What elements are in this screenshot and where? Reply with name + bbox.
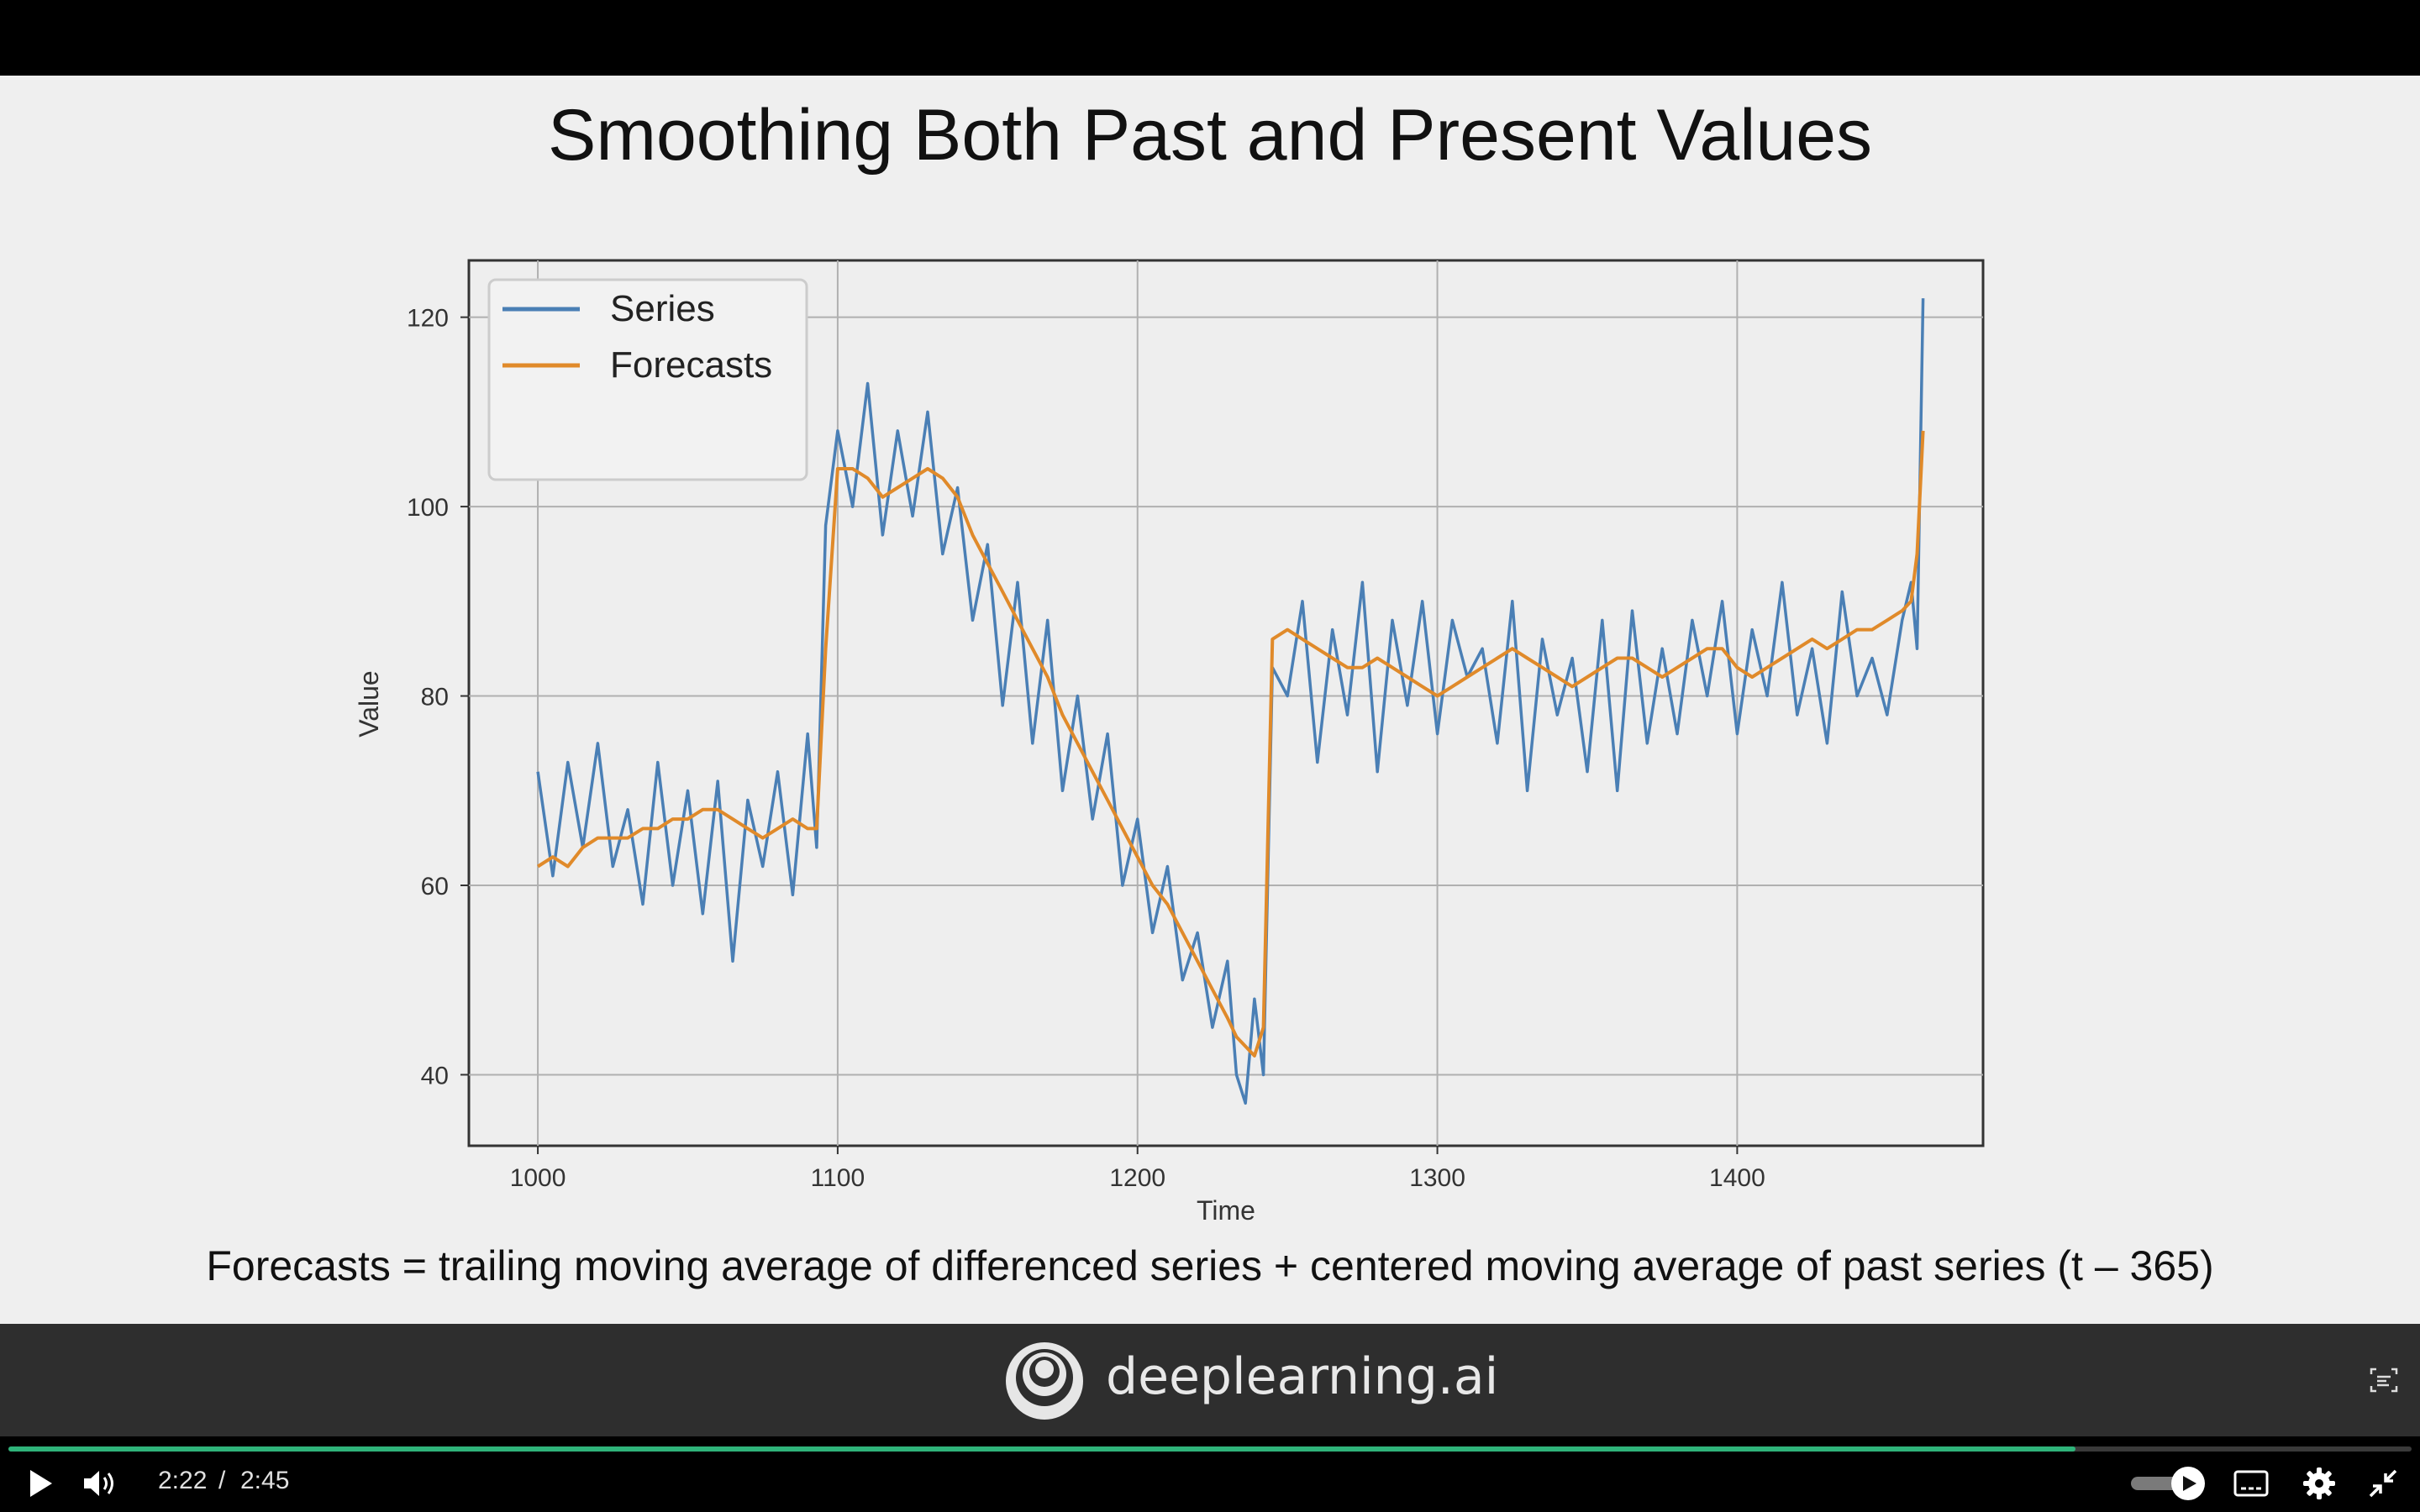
y-axis-label: Value [354, 670, 384, 737]
speed-toggle-icon[interactable] [2129, 1465, 2207, 1502]
progress-fill [8, 1446, 2075, 1452]
x-tick-label: 1100 [811, 1164, 865, 1192]
current-time: 2:22 [158, 1467, 208, 1494]
slide-title: Smoothing Both Past and Present Values [547, 95, 1873, 176]
y-tick-label: 60 [421, 873, 449, 900]
deeplearning-logo-icon [1006, 1342, 1083, 1420]
play-icon[interactable] [27, 1468, 55, 1499]
x-tick-label: 1200 [1109, 1164, 1165, 1192]
progress-bar[interactable] [8, 1446, 2412, 1452]
x-tick-label: 1400 [1709, 1164, 1765, 1192]
transcript-icon[interactable] [2370, 1368, 2398, 1393]
y-tick-label: 120 [407, 305, 449, 333]
brand-name: deeplearning.ai [1106, 1347, 1499, 1406]
slide-caption: Forecasts = trailing moving average of d… [206, 1242, 2214, 1289]
y-tick-label: 80 [421, 684, 449, 711]
legend-label-forecasts: Forecasts [610, 344, 772, 386]
brand-bar: deeplearning.ai [0, 1324, 2420, 1436]
volume-icon[interactable] [82, 1468, 119, 1499]
x-tick-label: 1300 [1409, 1164, 1465, 1192]
legend: Series Forecasts [487, 278, 808, 481]
exit-fullscreen-icon[interactable] [2368, 1468, 2398, 1499]
x-tick-label: 1000 [510, 1164, 566, 1192]
x-ticks: 1000 1100 1200 1300 1400 [510, 1146, 1765, 1192]
player-controls: 2:22 / 2:45 [0, 1436, 2420, 1512]
settings-icon[interactable] [2302, 1467, 2336, 1500]
chart: 1000 1100 1200 1300 1400 40 60 80 100 120 Time V… [354, 259, 1985, 1226]
x-axis-label: Time [1197, 1195, 1255, 1226]
captions-icon[interactable] [2233, 1470, 2269, 1497]
total-time: 2:45 [240, 1467, 290, 1494]
time-separator: / [218, 1467, 226, 1494]
y-tick-label: 40 [421, 1062, 449, 1089]
series-line-series [536, 298, 1925, 1105]
legend-label-series: Series [610, 288, 715, 329]
series-line-forecasts [537, 430, 1925, 1058]
series-lines [536, 298, 1925, 1105]
y-tick-label: 100 [407, 494, 449, 522]
y-ticks: 40 60 80 100 120 [407, 305, 469, 1089]
legend-box [487, 278, 808, 481]
slide: Smoothing Both Past and Present Values 1… [0, 76, 2420, 1324]
